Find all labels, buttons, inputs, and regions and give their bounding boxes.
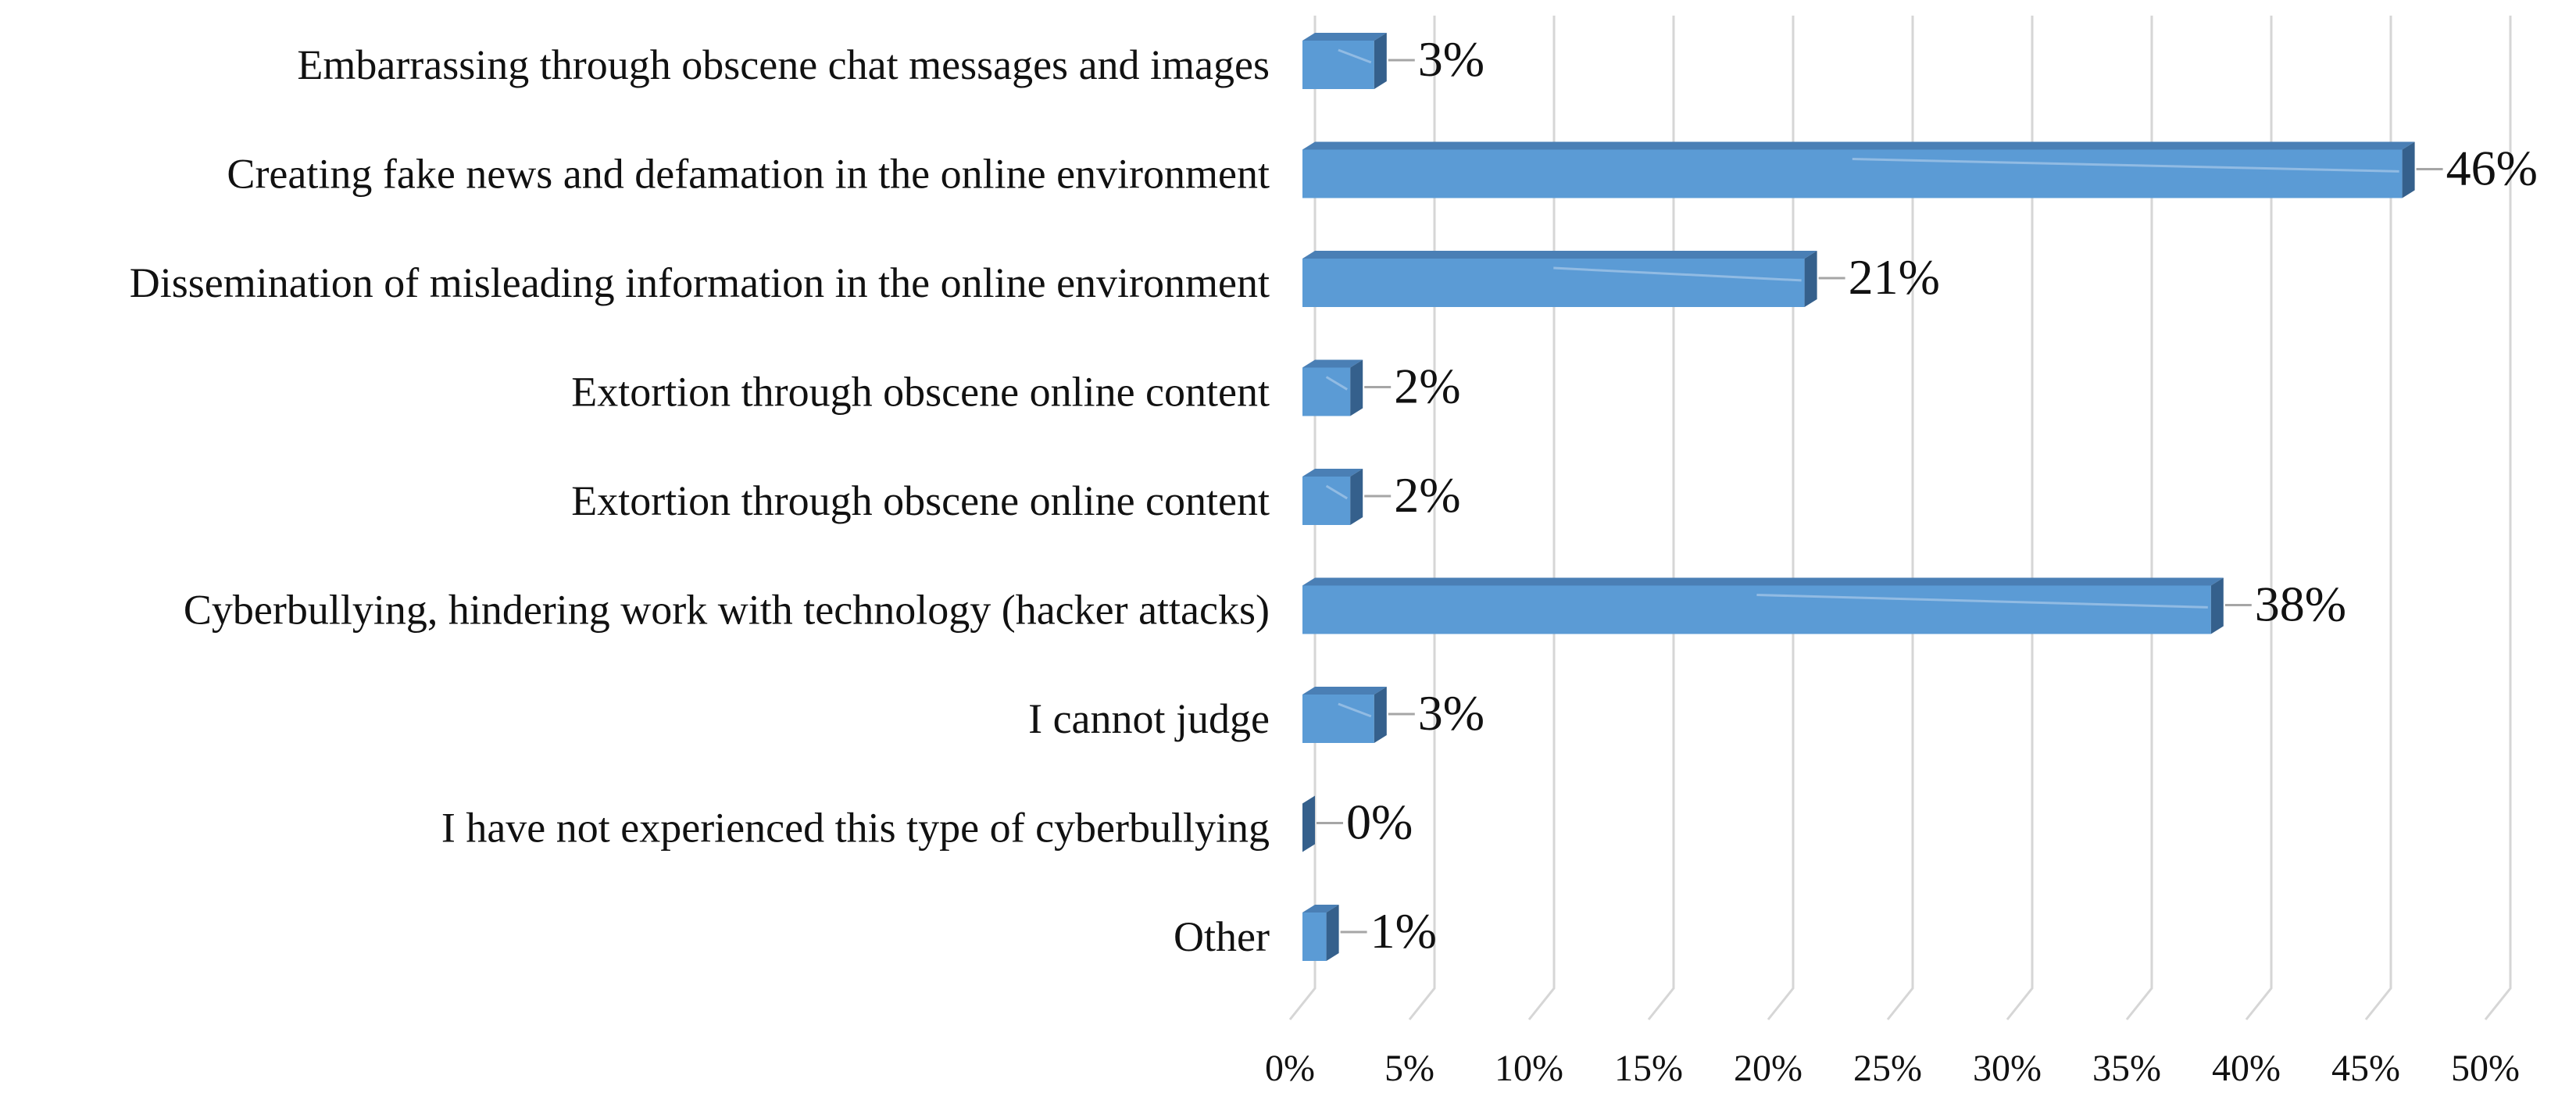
gridline-0 — [1288, 16, 1317, 1020]
bar-front-face — [1302, 149, 2403, 198]
gridline-45 — [2364, 16, 2392, 1020]
bar-top-face — [1302, 141, 2415, 150]
bar-front-face — [1302, 259, 1805, 307]
category-label-creating-fake-news-and-defamation-in-the-online-environment: Creating fake news and defamation in the… — [227, 151, 1270, 198]
bar-front-face — [1302, 912, 1327, 961]
bar-9 — [1302, 905, 1339, 961]
bar-highlight — [1325, 484, 1348, 500]
bar-front-face — [1302, 41, 1374, 89]
bar-side-face — [1350, 359, 1363, 416]
bar-highlight — [1325, 376, 1348, 391]
x-tick-label: 45% — [2331, 1048, 2400, 1089]
bar-3 — [1302, 251, 1817, 307]
x-tick-label: 15% — [1614, 1048, 1683, 1089]
bar-side-face — [1374, 33, 1387, 89]
bar-top-face — [1302, 577, 2224, 586]
bar-2 — [1302, 141, 2415, 198]
category-label-i-have-not-experienced-this-type-of-cyberbullying: I have not experienced this type of cybe… — [441, 805, 1270, 852]
bar-top-face — [1302, 33, 1387, 41]
bar-highlight — [1756, 594, 2208, 609]
x-tick-label: 25% — [1853, 1048, 1922, 1089]
bar-front-face — [1302, 367, 1351, 416]
bar-side-face — [1804, 251, 1817, 307]
gridline-35 — [2125, 16, 2153, 1020]
bar-front-face — [1302, 477, 1351, 525]
bar-front-face — [1302, 585, 2211, 634]
x-tick-label: 0% — [1265, 1048, 1315, 1089]
bar-top-face — [1302, 905, 1339, 912]
gridline-50 — [2484, 16, 2512, 1020]
value-label: 3% — [1418, 685, 1485, 741]
bar-top-face — [1302, 469, 1363, 477]
value-label: 3% — [1418, 31, 1485, 87]
x-axis-tick-labels: 0% 5% 10% 15% 20% 25% 30% 35% 40% 45% 50% — [1265, 1048, 2520, 1089]
gridline-30 — [2006, 16, 2034, 1020]
x-tick-label: 50% — [2451, 1048, 2520, 1089]
gridline-15 — [1647, 16, 1675, 1020]
bar-highlight — [1553, 266, 1802, 282]
bar-7 — [1302, 687, 1387, 743]
value-label: 46% — [2446, 141, 2538, 196]
value-labels: 3%46%21%2%2%38%3%0%1% — [1317, 31, 2538, 959]
category-label-extortion-through-obscene-online-content: Extortion through obscene online content — [571, 369, 1270, 416]
bar-top-face — [1302, 251, 1817, 259]
x-tick-label: 10% — [1495, 1048, 1563, 1089]
category-label-embarrassing-through-obscene-chat-messages-and-images: Embarrassing through obscene chat messag… — [297, 41, 1270, 88]
bar-side-face — [2402, 141, 2415, 198]
x-tick-label: 20% — [1734, 1048, 1802, 1089]
bar-5 — [1302, 469, 1363, 525]
x-tick-label: 30% — [1973, 1048, 2042, 1089]
category-label-extortion-through-obscene-online-content: Extortion through obscene online content — [571, 477, 1270, 524]
gridline-5 — [1408, 16, 1436, 1020]
bar-side-face — [2210, 577, 2224, 634]
category-label-cyberbullying-hindering-work-with-technology-hacker-attacks: Cyberbullying, hindering work with techn… — [184, 587, 1270, 634]
bar-6 — [1302, 577, 2224, 634]
bar-side-face — [1326, 905, 1339, 961]
bar-front-face — [1302, 695, 1374, 743]
gridline-25 — [1886, 16, 1914, 1020]
bar-highlight — [1338, 48, 1372, 64]
bar-top-face — [1302, 687, 1387, 695]
category-labels: Embarrassing through obscene chat messag… — [130, 41, 1270, 960]
value-label: 2% — [1394, 467, 1460, 523]
bar-8 — [1302, 795, 1315, 852]
value-label: 2% — [1394, 359, 1460, 414]
category-label-dissemination-of-misleading-information-in-the-online-environment: Dissemination of misleading information … — [130, 259, 1270, 306]
x-tick-label: 35% — [2092, 1048, 2161, 1089]
gridline-40 — [2245, 16, 2273, 1020]
bars — [1302, 33, 2415, 961]
bar-highlight — [1852, 158, 2399, 173]
bar-top-face — [1302, 359, 1363, 368]
bar-highlight — [1338, 702, 1372, 718]
value-label: 21% — [1849, 249, 1940, 305]
value-label: 38% — [2255, 577, 2346, 632]
value-label: 0% — [1346, 795, 1413, 850]
value-label: 1% — [1370, 903, 1437, 959]
bar-side-face — [1374, 687, 1387, 743]
bar-4 — [1302, 359, 1363, 416]
category-label-other: Other — [1174, 913, 1270, 960]
gridline-10 — [1527, 16, 1556, 1020]
bar-side-face — [1302, 795, 1315, 852]
bar-side-face — [1350, 469, 1363, 525]
gridlines — [1288, 16, 2512, 1020]
gridline-20 — [1767, 16, 1795, 1020]
x-tick-label: 40% — [2212, 1048, 2281, 1089]
x-tick-label: 5% — [1384, 1048, 1434, 1089]
bar-1 — [1302, 33, 1387, 89]
category-label-i-cannot-judge: I cannot judge — [1028, 695, 1270, 742]
